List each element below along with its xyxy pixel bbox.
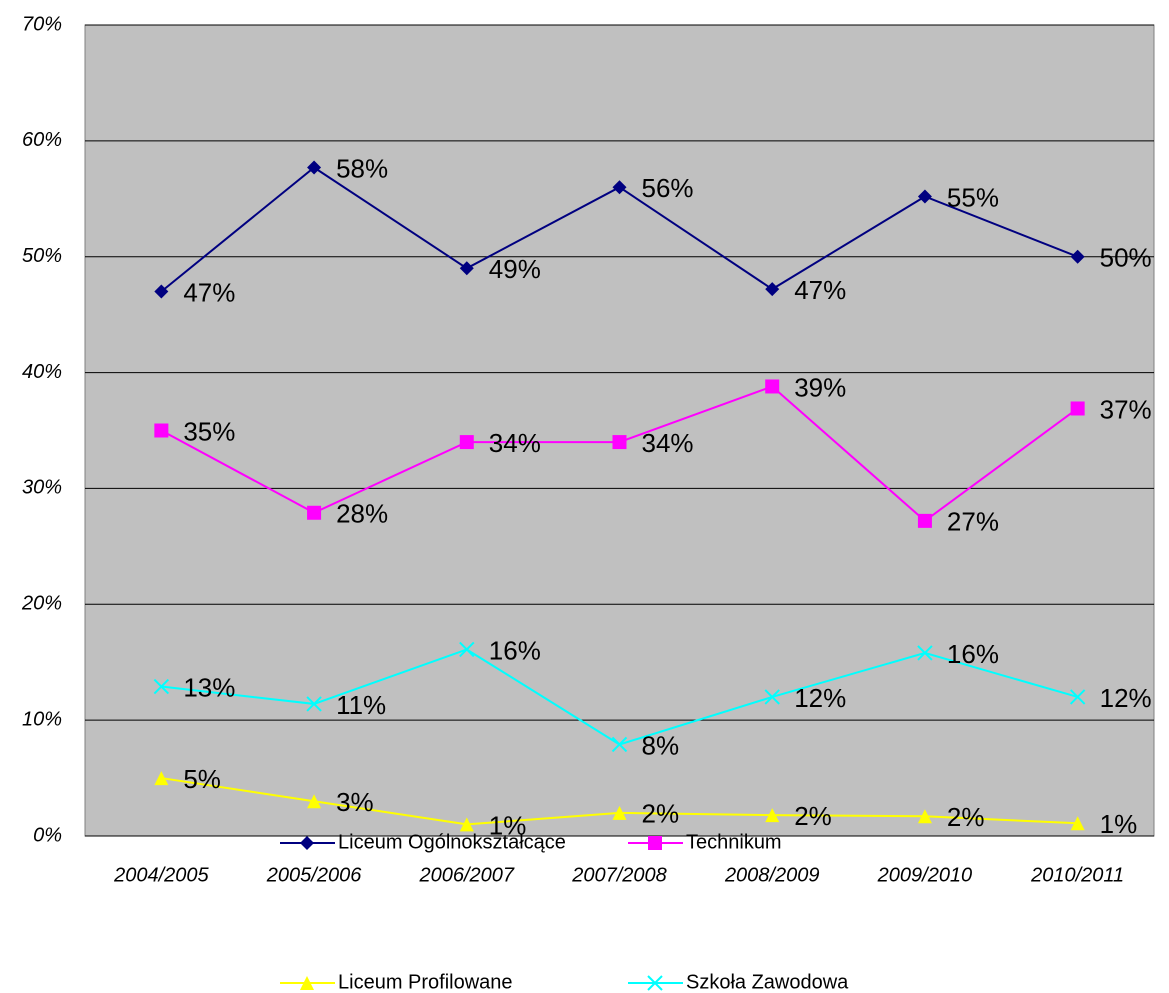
data-label: 1% — [1100, 809, 1138, 839]
data-label: 47% — [183, 277, 235, 307]
data-label: 2% — [794, 801, 832, 831]
point-marker — [459, 641, 475, 658]
data-label: 35% — [183, 416, 235, 446]
legend-label: Liceum Profilowane — [338, 971, 513, 993]
legend-label: Technikum — [686, 831, 782, 853]
y-tick-label: 50% — [22, 245, 62, 267]
point-marker — [765, 282, 780, 297]
data-label: 47% — [794, 275, 846, 305]
data-label: 12% — [794, 683, 846, 713]
data-label: 13% — [183, 672, 235, 702]
y-tick-label: 30% — [22, 477, 62, 499]
data-label: 27% — [947, 507, 999, 537]
point-marker — [307, 505, 322, 520]
point-marker — [917, 645, 933, 661]
point-marker — [153, 678, 170, 695]
plot-area — [84, 24, 1155, 837]
point-marker — [765, 379, 780, 394]
point-marker — [154, 771, 169, 786]
data-label: 1% — [489, 810, 527, 840]
point-marker — [306, 696, 322, 712]
data-label: 55% — [947, 182, 999, 212]
y-tick-label: 20% — [21, 593, 62, 615]
data-label: 16% — [947, 639, 999, 669]
point-marker — [459, 435, 474, 450]
point-marker — [459, 261, 474, 276]
point-marker — [611, 736, 628, 753]
data-label: 11% — [336, 690, 386, 720]
data-label: 8% — [642, 730, 680, 760]
data-label: 39% — [794, 372, 846, 402]
point-marker — [917, 513, 932, 528]
data-label: 49% — [489, 254, 541, 284]
data-label: 28% — [336, 499, 388, 529]
point-marker — [154, 284, 169, 299]
y-tick-label: 70% — [22, 13, 62, 35]
point-marker — [154, 423, 169, 438]
point-marker — [1070, 816, 1085, 831]
point-marker — [307, 794, 322, 809]
data-label: 58% — [336, 153, 388, 183]
data-label: 3% — [336, 787, 374, 817]
x-tick-label: 2004/2005 — [113, 864, 209, 886]
x-tick-label: 2009/2010 — [877, 864, 973, 886]
data-label: 50% — [1100, 243, 1152, 273]
point-marker — [1070, 401, 1085, 416]
point-marker — [1069, 689, 1086, 705]
x-tick-label: 2010/2011 — [1030, 864, 1124, 886]
point-marker — [765, 808, 780, 823]
x-tick-label: 2006/2007 — [419, 864, 515, 886]
legend-label: Liceum Ogólnokształcące — [338, 831, 566, 853]
data-label: 2% — [947, 802, 985, 832]
legend-label: Szkoła Zawodowa — [686, 971, 849, 993]
x-tick-label: 2008/2009 — [724, 864, 820, 886]
point-marker — [764, 689, 780, 705]
y-tick-label: 10% — [22, 708, 62, 730]
data-label: 2% — [642, 799, 680, 829]
point-marker — [917, 809, 932, 824]
data-label: 56% — [642, 173, 694, 203]
data-label: 37% — [1100, 394, 1152, 424]
legend-marker — [648, 836, 662, 850]
y-tick-label: 40% — [22, 361, 62, 383]
point-marker — [307, 160, 322, 175]
point-marker — [612, 435, 627, 450]
legend-marker — [300, 976, 314, 990]
data-label: 16% — [489, 635, 541, 665]
x-tick-label: 2007/2008 — [571, 864, 667, 886]
y-tick-label: 60% — [22, 129, 62, 151]
data-label: 12% — [1100, 683, 1152, 713]
data-label: 5% — [183, 764, 221, 794]
point-marker — [612, 180, 627, 195]
x-tick-label: 2005/2006 — [266, 864, 362, 886]
point-marker — [459, 817, 474, 832]
legend-marker — [647, 975, 663, 991]
data-label: 34% — [489, 428, 541, 458]
point-marker — [612, 805, 627, 820]
legend-marker — [300, 836, 314, 850]
point-marker — [917, 189, 932, 204]
point-marker — [1070, 249, 1085, 264]
data-label: 34% — [642, 428, 694, 458]
y-tick-label: 0% — [33, 824, 62, 846]
